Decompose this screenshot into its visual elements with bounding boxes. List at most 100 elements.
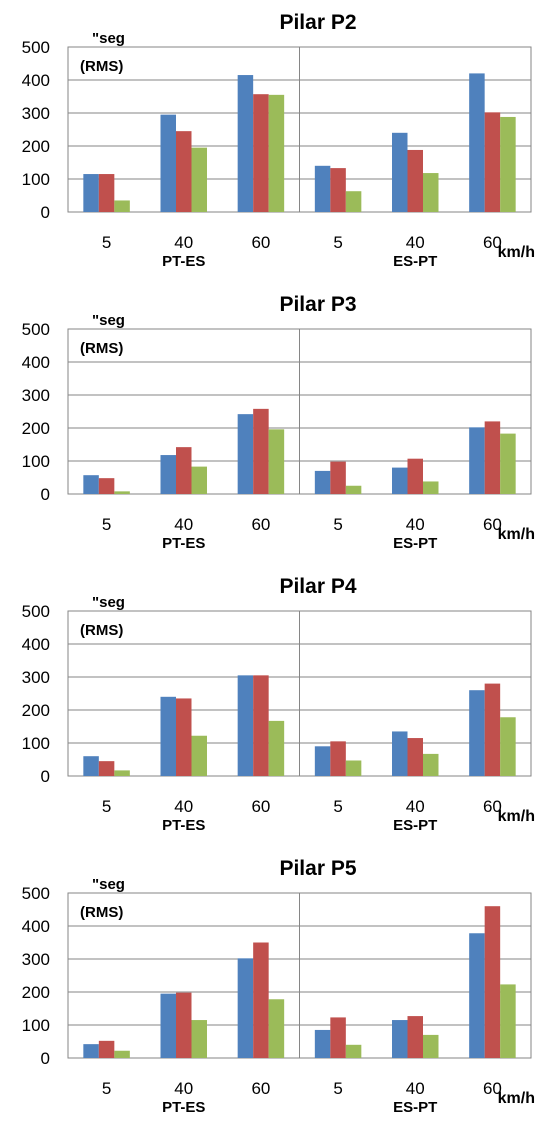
unit-label: (RMS) [80,904,123,921]
x-tick-label: 60 [251,515,270,534]
bar [83,174,99,212]
bar [314,746,331,776]
group-label: ES-PT [393,817,437,834]
x-tick-label: 40 [174,233,193,252]
y-tick-label: 300 [22,104,50,123]
bar [237,675,254,776]
x-tick-label: 40 [406,1079,425,1098]
bar [484,112,501,212]
bar [500,717,516,776]
y-tick-label: 100 [22,734,50,753]
bar [407,1016,423,1058]
y-tick-label: 0 [41,1049,50,1068]
x-tick-label: 40 [174,515,193,534]
bar [191,147,207,212]
bar [114,770,130,776]
chart-title: Pilar P5 [279,857,356,880]
bar [314,470,331,494]
y-tick-label: 100 [22,452,50,471]
x-tick-label: 40 [406,797,425,816]
group-label: ES-PT [393,535,437,552]
bar [253,675,269,776]
group-label: ES-PT [393,1099,437,1116]
bar [407,458,423,494]
unit-label: (RMS) [80,622,123,639]
y-tick-label: 500 [22,602,50,621]
unit-label: "seg [92,876,125,893]
bar [469,690,485,776]
bar [114,1050,130,1058]
unit-label: (RMS) [80,58,123,75]
bar [160,114,176,212]
chart-title: Pilar P4 [279,575,356,598]
bar [237,958,254,1058]
x-tick-label: 60 [251,233,270,252]
bar-chart: 0 100 200 300 400 500 5 40 60 5 40 60 PT-ES ES-PT Pila… [22,293,535,552]
x-tick-label: 5 [333,515,342,534]
y-tick-label: 0 [41,203,50,222]
group-label: PT-ES [162,535,205,552]
group-label: PT-ES [162,253,205,270]
bar [392,467,408,494]
bar [160,696,176,776]
bar [237,75,254,212]
x-tick-label: 5 [333,797,342,816]
bar [330,168,346,212]
y-tick-label: 500 [22,884,50,903]
chart-title: Pilar P3 [279,293,356,316]
chart-title: Pilar P2 [279,11,356,34]
y-tick-label: 400 [22,917,50,936]
bar [253,94,269,212]
bar [500,984,516,1058]
x-tick-label: 5 [102,797,111,816]
unit-label: "seg [92,594,125,611]
x-unit-label: km/h [498,1090,535,1107]
bar [314,1029,331,1058]
unit-label: "seg [92,30,125,47]
bar [114,200,130,212]
group-label: PT-ES [162,1099,205,1116]
x-tick-label: 40 [406,515,425,534]
y-tick-label: 300 [22,668,50,687]
y-tick-label: 200 [22,983,50,1002]
x-unit-label: km/h [498,244,535,261]
bar [392,132,408,212]
y-tick-label: 200 [22,701,50,720]
bar [469,427,485,494]
bar [83,1044,99,1058]
x-tick-label: 60 [483,1079,502,1098]
bar-chart: 0 100 200 300 400 500 5 40 60 5 40 60 PT-ES ES-PT Pila… [22,11,535,270]
bar [160,455,176,494]
x-tick-label: 60 [251,797,270,816]
x-tick-label: 60 [251,1079,270,1098]
y-tick-label: 0 [41,485,50,504]
bar [176,698,192,776]
y-tick-label: 200 [22,137,50,156]
x-tick-label: 60 [483,515,502,534]
bar [191,1020,207,1058]
group-label: ES-PT [393,253,437,270]
bar [191,735,207,776]
bar [484,683,501,776]
y-tick-label: 300 [22,386,50,405]
x-unit-label: km/h [498,526,535,543]
y-tick-label: 0 [41,767,50,786]
bar [330,1017,346,1058]
y-tick-label: 100 [22,1016,50,1035]
y-tick-label: 400 [22,353,50,372]
y-tick-label: 500 [22,320,50,339]
bar [500,433,516,494]
bar [423,173,439,212]
bar [345,1044,362,1058]
bar [176,992,192,1058]
x-tick-label: 5 [102,233,111,252]
bar [469,933,485,1058]
bar-chart: 0 100 200 300 400 500 5 40 60 5 40 60 PT-ES ES-PT Pila… [22,857,535,1116]
y-tick-label: 100 [22,170,50,189]
bar [330,461,346,494]
bar [423,753,439,776]
x-tick-label: 40 [174,1079,193,1098]
bar [268,429,285,494]
unit-label: "seg [92,312,125,329]
bar [392,731,408,776]
